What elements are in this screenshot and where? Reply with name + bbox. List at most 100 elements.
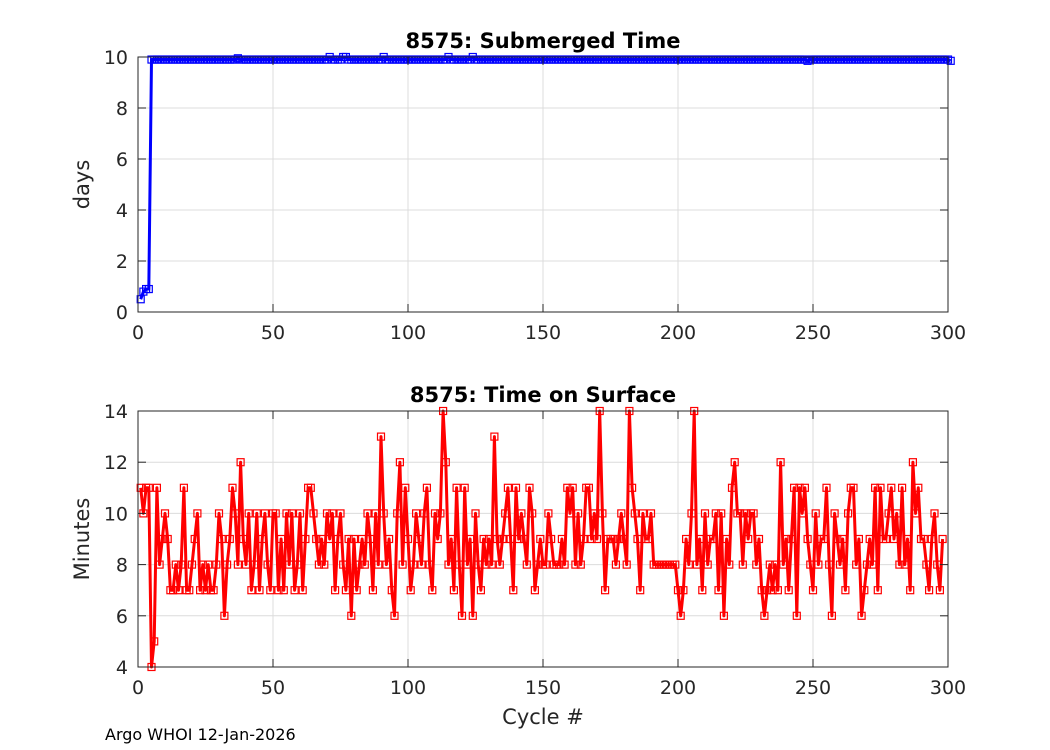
data-point xyxy=(495,560,504,569)
data-point xyxy=(509,586,518,595)
data-point xyxy=(322,509,332,518)
data-point xyxy=(587,534,596,544)
data-point xyxy=(228,483,237,492)
data-point xyxy=(425,560,434,569)
data-point xyxy=(533,560,542,569)
data-point xyxy=(223,560,232,569)
data-point xyxy=(600,586,610,595)
data-point xyxy=(449,586,458,595)
data-point xyxy=(609,534,618,544)
data-point xyxy=(241,560,251,569)
data-point xyxy=(420,509,429,518)
data-point xyxy=(336,55,345,64)
data-point xyxy=(371,509,380,518)
data-point xyxy=(798,509,807,518)
data-point xyxy=(876,483,885,492)
data-point xyxy=(266,586,275,595)
submerged-time-axes: 0 50 100 150 200 250 300 0 2 4 6 8 10 8575: Submerged… xyxy=(70,29,966,344)
data-point xyxy=(258,534,267,544)
data-point xyxy=(479,534,488,544)
data-point xyxy=(584,483,594,492)
data-point xyxy=(779,560,788,569)
data-point xyxy=(476,586,485,595)
data-point xyxy=(366,534,375,544)
x-tick-label: 50 xyxy=(261,322,285,344)
data-point xyxy=(511,483,521,492)
y-tick-label: 12 xyxy=(104,452,128,474)
data-point xyxy=(444,560,453,569)
data-point xyxy=(255,586,264,595)
data-point xyxy=(806,560,815,569)
data-point xyxy=(914,483,923,492)
data-point xyxy=(468,611,477,620)
data-point xyxy=(290,586,299,595)
data-point xyxy=(897,483,907,492)
data-point xyxy=(560,560,569,569)
data-point xyxy=(179,483,188,492)
data-point xyxy=(679,586,688,595)
data-point xyxy=(884,509,893,518)
data-point xyxy=(441,458,450,467)
data-point xyxy=(163,534,172,544)
data-point xyxy=(930,509,939,518)
data-point xyxy=(441,55,450,64)
x-tick-label: 100 xyxy=(390,322,426,344)
data-point xyxy=(727,483,737,492)
series-line xyxy=(139,55,952,300)
data-point xyxy=(498,534,507,544)
data-point xyxy=(692,560,702,569)
data-point xyxy=(160,509,170,518)
data-point xyxy=(406,586,415,595)
data-point xyxy=(328,509,337,518)
data-point xyxy=(336,509,345,518)
data-point xyxy=(457,611,467,620)
data-point xyxy=(312,534,321,544)
data-point xyxy=(220,611,229,620)
data-point xyxy=(239,534,248,544)
data-point xyxy=(730,458,739,467)
data-point xyxy=(822,483,831,492)
data-point xyxy=(231,509,240,518)
data-point xyxy=(355,560,364,569)
data-point xyxy=(247,586,256,595)
data-point xyxy=(714,586,723,595)
data-point xyxy=(924,586,934,595)
y-axis-label: Minutes xyxy=(70,498,94,581)
data-point xyxy=(522,560,531,569)
data-point xyxy=(892,509,901,518)
data-point xyxy=(563,483,572,492)
data-point xyxy=(452,483,461,492)
data-point xyxy=(317,534,326,544)
data-point xyxy=(622,560,631,569)
data-point xyxy=(279,586,288,595)
data-point xyxy=(860,586,869,595)
data-point xyxy=(762,586,772,595)
data-point xyxy=(277,534,286,544)
data-point xyxy=(447,534,456,544)
data-point xyxy=(695,534,704,544)
data-point xyxy=(233,54,242,63)
data-point xyxy=(633,534,642,544)
data-point xyxy=(158,534,167,544)
data-point xyxy=(358,534,367,544)
data-point xyxy=(331,586,340,595)
data-point xyxy=(555,560,564,569)
data-point xyxy=(592,534,602,544)
data-point xyxy=(260,509,269,518)
y-tick-label: 8 xyxy=(116,98,128,120)
data-point xyxy=(374,560,383,569)
data-point xyxy=(285,560,294,569)
data-point xyxy=(541,560,550,569)
data-point xyxy=(700,509,710,518)
x-tick-label: 150 xyxy=(525,322,561,344)
data-point xyxy=(341,586,350,595)
data-point xyxy=(217,534,226,544)
data-point xyxy=(673,586,683,595)
data-point xyxy=(579,534,588,544)
data-point xyxy=(719,611,729,620)
data-point xyxy=(676,611,685,620)
data-point xyxy=(193,509,202,518)
data-point xyxy=(430,509,440,518)
y-tick-label: 14 xyxy=(104,401,128,423)
data-point xyxy=(698,586,707,595)
